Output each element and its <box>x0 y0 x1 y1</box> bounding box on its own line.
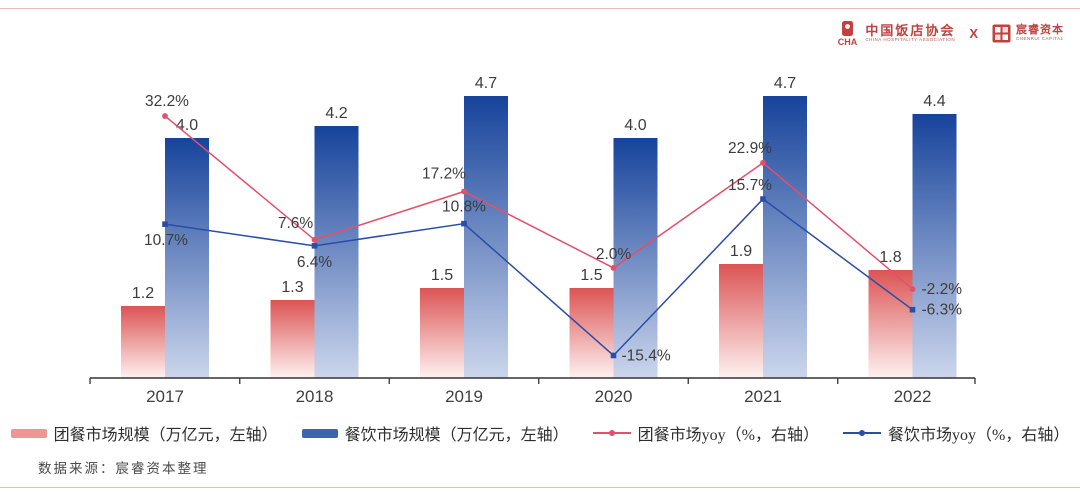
legend-label: 团餐市场规模（万亿元，左轴） <box>53 427 278 444</box>
yoy-point-label: 6.4% <box>297 254 333 271</box>
yoy-point-label: -2.2% <box>922 281 963 298</box>
bar-catering-2022 <box>912 114 957 378</box>
legend-label: 团餐市场yoy（%，右轴） <box>637 427 820 444</box>
yoy-point-label: 32.2% <box>145 93 189 110</box>
org2-subtitle: CHENRUI CAPITAL <box>1016 35 1064 41</box>
hotel-association-icon: CHA <box>838 21 858 47</box>
bar-catering-2021 <box>763 96 807 378</box>
yoy-point-label: 10.7% <box>144 232 188 249</box>
bar-value-label: 1.9 <box>730 243 752 260</box>
top-divider <box>0 8 1080 9</box>
data-point-marker <box>162 221 168 227</box>
bar-group-catering-2017 <box>121 306 165 378</box>
bar-value-label: 4.7 <box>774 75 796 92</box>
group-catering-yoy-line: 32.2% 7.6% 17.2% 2.0% 22.9% -2.2% <box>145 93 962 298</box>
data-point-marker <box>311 236 318 243</box>
bar-group-catering-2018 <box>270 300 315 378</box>
org2-name: 宸睿资本 <box>1016 24 1064 37</box>
svg-text:CHA: CHA <box>838 37 858 47</box>
bar-value-label: 4.7 <box>475 75 497 92</box>
bar-catering-2017 <box>165 138 209 378</box>
catering-yoy-line: 10.7% 6.4% 10.8% -15.4% 15.7% -6.3% <box>144 177 962 364</box>
bottom-divider <box>0 487 1080 488</box>
bar-value-label: 1.5 <box>431 267 453 284</box>
yoy-point-label: 7.6% <box>278 215 314 232</box>
data-point-marker <box>610 265 617 271</box>
yoy-point-label: 22.9% <box>728 140 772 157</box>
legend-item-0: 团餐市场规模（万亿元，左轴） <box>10 421 278 445</box>
bar-group-catering-2020 <box>569 288 614 378</box>
bar-catering-2020 <box>613 138 658 378</box>
yoy-point-label: 17.2% <box>422 165 466 182</box>
legend-line-marker <box>859 430 866 436</box>
legend-label: 餐饮市场规模（万亿元，左轴） <box>344 427 569 444</box>
data-point-marker <box>909 286 916 292</box>
bar-catering-2018 <box>314 126 359 378</box>
data-point-marker <box>461 220 467 227</box>
data-point-marker <box>162 113 168 119</box>
org2-logo: 宸睿资本 CHENRUI CAPITAL <box>992 24 1064 43</box>
data-point-marker <box>461 188 467 195</box>
legend-bar-swatch <box>10 428 47 438</box>
legend-line-swatch <box>592 430 631 436</box>
legend-bar-swatch <box>301 428 338 438</box>
x-tick-label-2022: 2022 <box>894 387 932 406</box>
bars: 1.2 4.0 1.3 4.2 1.5 4.7 1.5 4.0 1.9 4.7 1.8 4.4 <box>121 75 957 378</box>
x-axis: 2017 2018 2019 2020 2021 2022 <box>89 377 976 406</box>
bar-group-catering-2022 <box>868 270 913 378</box>
bar-value-label: 1.2 <box>132 285 154 302</box>
legend-item-1: 餐饮市场规模（万亿元，左轴） <box>301 421 569 445</box>
bar-value-label: 4.2 <box>325 105 347 122</box>
yoy-point-label: -6.3% <box>922 302 963 319</box>
bar-value-label: 4.0 <box>176 117 198 134</box>
data-source-note: 数据来源：宸睿资本整理 <box>38 461 209 476</box>
x-tick-label-2017: 2017 <box>146 387 184 406</box>
bar-value-label: 1.8 <box>879 249 901 266</box>
x-tick-label-2019: 2019 <box>445 387 483 406</box>
x-tick-label-2018: 2018 <box>296 387 334 406</box>
legend-label: 餐饮市场yoy（%，右轴） <box>888 427 1070 444</box>
legend-line-swatch <box>843 430 882 436</box>
bar-value-label: 1.5 <box>580 267 602 284</box>
org1-logo: CHA 中国饭店协会 CHINA HOSPITALITY ASSOCIATION <box>835 20 955 47</box>
x-tick-label-2020: 2020 <box>595 387 633 406</box>
bar-value-label: 4.4 <box>923 93 945 110</box>
bar-value-label: 4.0 <box>624 117 646 134</box>
header-logos: CHA 中国饭店协会 CHINA HOSPITALITY ASSOCIATION… <box>835 20 1064 47</box>
bar-group-catering-2019 <box>420 288 464 378</box>
legend-line-marker <box>608 430 615 436</box>
chart-legend: 团餐市场规模（万亿元，左轴） 餐饮市场规模（万亿元，左轴） 团餐市场yoy（%，右轴… <box>0 421 1080 445</box>
data-point-marker <box>760 196 766 202</box>
data-point-marker <box>610 352 617 359</box>
org1-name: 中国饭店协会 <box>865 23 956 39</box>
data-point-marker <box>760 159 766 166</box>
legend-item-3: 餐饮市场yoy（%，右轴） <box>843 421 1069 445</box>
data-point-marker <box>909 306 916 313</box>
bar-value-label: 1.3 <box>281 279 303 296</box>
bar-group-catering-2021 <box>719 264 763 378</box>
legend-item-2: 团餐市场yoy（%，右轴） <box>592 421 820 445</box>
yoy-point-label: 10.8% <box>442 199 486 216</box>
yoy-point-label: -15.4% <box>622 347 671 364</box>
org1-subtitle: CHINA HOSPITALITY ASSOCIATION <box>865 36 956 42</box>
bar-catering-2019 <box>464 96 508 378</box>
chart-svg: 1.2 4.0 1.3 4.2 1.5 4.7 1.5 4.0 1.9 4.7 1.8 4.4 2017… <box>89 75 976 406</box>
logo-separator: X <box>969 26 978 41</box>
data-point-marker <box>311 243 318 249</box>
capital-seal-icon <box>992 24 1011 43</box>
yoy-point-label: 2.0% <box>596 246 632 263</box>
yoy-point-label: 15.7% <box>728 177 772 194</box>
x-tick-label-2021: 2021 <box>744 387 782 406</box>
